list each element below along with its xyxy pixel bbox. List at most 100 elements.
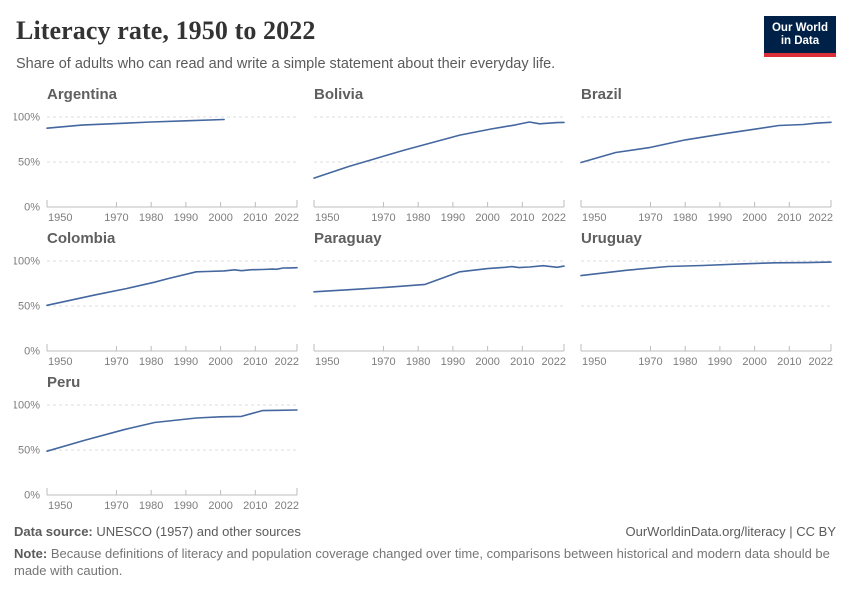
chart-header: Literacy rate, 1950 to 2022 Share of adu… [14, 16, 836, 72]
data-source-text: UNESCO (1957) and other sources [96, 524, 301, 539]
chart-canvas[interactable]: 1950 1970 1980 1990 2000 2010 2022 [299, 107, 566, 229]
chart-canvas[interactable]: 1950 1970 1980 1990 2000 2010 2022 0% 50% 100% [14, 251, 299, 373]
y-tick-label: 0% [24, 346, 40, 358]
chart-peru[interactable]: Peru 1950 1970 1980 1990 2000 2010 2022 0% 50% 100… [14, 373, 299, 517]
attribution-link[interactable]: OurWorldinData.org/literacy | CC BY [625, 524, 836, 539]
x-tick-label: 2000 [742, 356, 766, 368]
x-tick-label: 1980 [406, 212, 430, 224]
chart-title: Argentina [47, 86, 118, 103]
x-tick-label: 1970 [371, 356, 395, 368]
y-tick-label: 100% [14, 112, 40, 124]
chart-title: Peru [47, 374, 81, 391]
x-tick-label: 1990 [441, 212, 465, 224]
y-tick-label: 50% [18, 445, 40, 457]
x-tick-label: 1970 [104, 500, 128, 512]
footer-note: Note: Because definitions of literacy an… [14, 545, 836, 579]
literacy-line [580, 121, 832, 164]
y-tick-label: 0% [24, 490, 40, 502]
chart-canvas[interactable]: 1950 1970 1980 1990 2000 2010 2022 0% 50% 100% [14, 395, 299, 517]
chart-title: Brazil [581, 86, 622, 103]
x-tick-label: 2022 [542, 356, 566, 368]
chart-canvas[interactable]: 1950 1970 1980 1990 2000 2010 2022 0% 50% 100% [14, 107, 299, 229]
x-tick-label: 1970 [104, 356, 128, 368]
literacy-line [46, 266, 298, 307]
x-tick-label: 1950 [582, 212, 606, 224]
x-tick-label: 1950 [48, 212, 72, 224]
x-tick-label: 1970 [638, 212, 662, 224]
source-row: Data source: UNESCO (1957) and other sou… [14, 523, 836, 541]
chart-canvas[interactable]: 1950 1970 1980 1990 2000 2010 2022 [566, 251, 833, 373]
x-tick-label: 1980 [673, 356, 697, 368]
x-tick-label: 1950 [315, 212, 339, 224]
x-tick-label: 1980 [139, 500, 163, 512]
x-tick-label: 1970 [371, 212, 395, 224]
owid-logo[interactable]: Our World in Data [763, 16, 836, 57]
x-tick-label: 1980 [673, 212, 697, 224]
y-tick-label: 0% [24, 202, 40, 214]
chart-bolivia[interactable]: Bolivia 1950 1970 1980 1990 2000 2010 2022 [299, 85, 566, 229]
owid-logo-line2: in Data [780, 35, 820, 47]
literacy-line [46, 118, 225, 130]
x-tick-label: 2010 [243, 212, 267, 224]
x-tick-label: 1990 [174, 500, 198, 512]
chart-colombia[interactable]: Colombia 1950 1970 1980 1990 2000 2010 2022 0% 50… [14, 229, 299, 373]
x-tick-label: 1990 [174, 356, 198, 368]
x-tick-label: 1970 [638, 356, 662, 368]
page-subtitle: Share of adults who can read and write a… [16, 56, 556, 72]
x-tick-label: 2022 [275, 212, 299, 224]
x-tick-label: 2022 [542, 212, 566, 224]
x-tick-label: 1990 [708, 212, 732, 224]
literacy-line [313, 121, 565, 179]
chart-title: Colombia [47, 230, 116, 247]
x-tick-label: 1970 [104, 212, 128, 224]
y-tick-label: 50% [18, 301, 40, 313]
y-tick-label: 50% [18, 157, 40, 169]
literacy-line [313, 264, 565, 293]
x-tick-label: 2000 [208, 212, 232, 224]
chart-uruguay[interactable]: Uruguay 1950 1970 1980 1990 2000 2010 2022 [566, 229, 833, 373]
x-tick-label: 2000 [475, 212, 499, 224]
x-tick-label: 1950 [315, 356, 339, 368]
y-tick-label: 100% [14, 256, 40, 268]
x-tick-label: 2022 [809, 212, 833, 224]
chart-canvas[interactable]: 1950 1970 1980 1990 2000 2010 2022 [299, 251, 566, 373]
x-tick-label: 2010 [777, 356, 801, 368]
x-tick-label: 1990 [174, 212, 198, 224]
x-tick-label: 1980 [406, 356, 430, 368]
x-tick-label: 1950 [582, 356, 606, 368]
x-tick-label: 2010 [510, 356, 534, 368]
data-source-label: Data source: [14, 524, 93, 539]
x-tick-label: 1980 [139, 212, 163, 224]
x-tick-label: 1950 [48, 500, 72, 512]
owid-logo-line1: Our World [771, 22, 828, 34]
footer-note-text: Because definitions of literacy and popu… [14, 546, 830, 578]
chart-argentina[interactable]: Argentina 1950 1970 1980 1990 2000 2010 2022 0% 5… [14, 85, 299, 229]
x-tick-label: 2022 [275, 356, 299, 368]
header-titles: Literacy rate, 1950 to 2022 Share of adu… [14, 16, 555, 72]
x-tick-label: 2022 [809, 356, 833, 368]
data-source: Data source: UNESCO (1957) and other sou… [14, 523, 301, 541]
chart-paraguay[interactable]: Paraguay 1950 1970 1980 1990 2000 2010 2022 [299, 229, 566, 373]
chart-canvas[interactable]: 1950 1970 1980 1990 2000 2010 2022 [566, 107, 833, 229]
x-tick-label: 2010 [243, 500, 267, 512]
chart-title: Uruguay [581, 230, 642, 247]
x-tick-label: 2010 [777, 212, 801, 224]
x-tick-label: 2010 [510, 212, 534, 224]
y-tick-label: 100% [14, 400, 40, 412]
x-tick-label: 2000 [475, 356, 499, 368]
x-tick-label: 2010 [243, 356, 267, 368]
chart-title: Bolivia [314, 86, 364, 103]
literacy-line [580, 261, 832, 277]
chart-brazil[interactable]: Brazil 1950 1970 1980 1990 2000 2010 2022 [566, 85, 833, 229]
x-tick-label: 2022 [275, 500, 299, 512]
literacy-line [46, 409, 298, 453]
x-tick-label: 1980 [139, 356, 163, 368]
x-tick-label: 2000 [208, 500, 232, 512]
footer-note-label: Note: [14, 546, 48, 561]
page-title: Literacy rate, 1950 to 2022 [16, 16, 316, 45]
charts-grid: Argentina 1950 1970 1980 1990 2000 2010 2022 0% 5… [14, 85, 836, 517]
x-tick-label: 2000 [208, 356, 232, 368]
x-tick-label: 1990 [708, 356, 732, 368]
x-tick-label: 1990 [441, 356, 465, 368]
